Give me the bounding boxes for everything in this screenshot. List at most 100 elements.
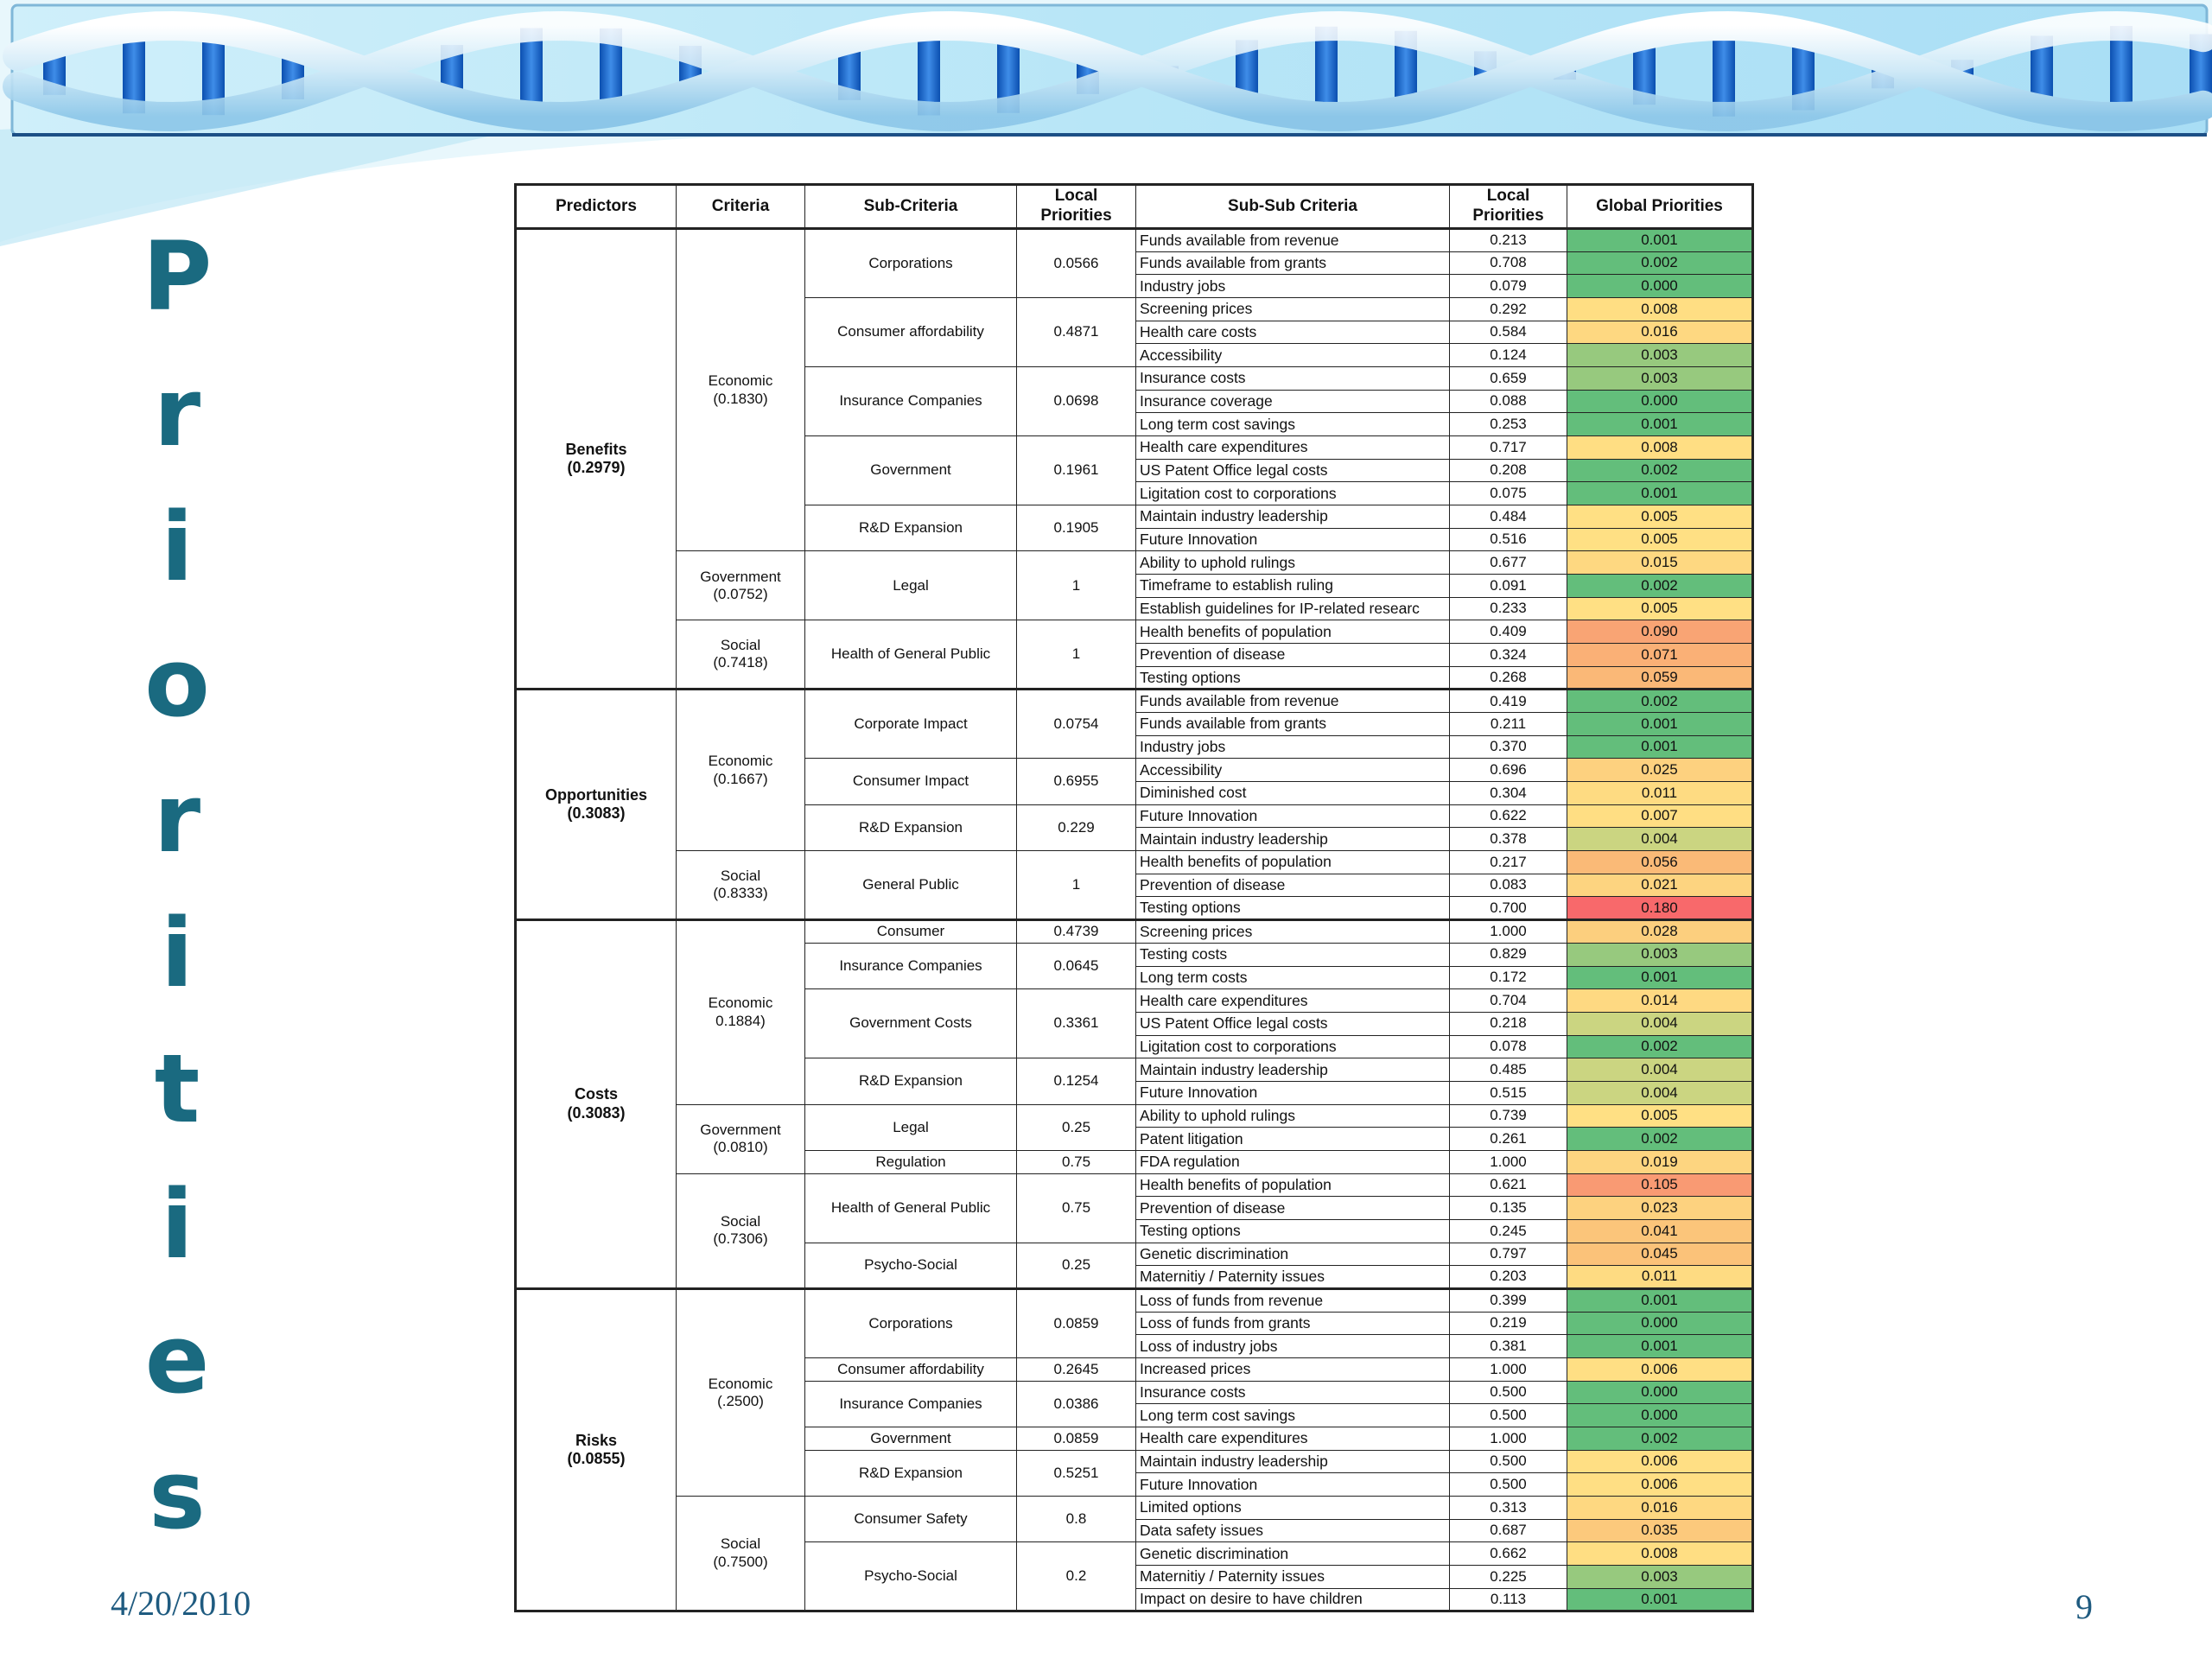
sub-sub-local-priority: 0.079 <box>1449 274 1567 299</box>
sub-sub-criteria-cell: Testing options <box>1135 896 1450 921</box>
sub-sub-criteria-cell: Maternitiy / Paternity issues <box>1135 1265 1450 1289</box>
global-priority-cell: 0.003 <box>1567 366 1753 391</box>
sub-criteria-cell: Government <box>804 1426 1017 1451</box>
sub-sub-local-priority: 0.078 <box>1449 1034 1567 1059</box>
sub-sub-criteria-cell: Long term costs <box>1135 965 1450 990</box>
sub-sub-criteria-cell: Ability to uphold rulings <box>1135 550 1450 575</box>
sub-criteria-local-priority: 0.8 <box>1016 1495 1136 1543</box>
sub-sub-criteria-cell: Timeframe to establish ruling <box>1135 574 1450 598</box>
header-local-priorities-2: Local Priorities <box>1449 184 1567 230</box>
table-row: Long term costs 0.172 0.001 <box>516 965 1753 990</box>
title-letter: t <box>154 1033 200 1144</box>
global-priority-cell: 0.001 <box>1567 1334 1753 1358</box>
global-priority-cell: 0.016 <box>1567 320 1753 345</box>
predictor-cell: Opportunities (0.3083) <box>515 689 677 921</box>
global-priority-cell: 0.006 <box>1567 1472 1753 1497</box>
title-letter: e <box>144 1304 210 1415</box>
header-predictors: Predictors <box>515 184 677 230</box>
sub-sub-local-priority: 0.218 <box>1449 1011 1567 1036</box>
table-row: Maternitiy / Paternity issues 0.225 0.003 <box>516 1564 1753 1589</box>
global-priority-cell: 0.019 <box>1567 1149 1753 1174</box>
sub-sub-local-priority: 0.088 <box>1449 389 1567 414</box>
criteria-cell: Social (0.7418) <box>676 620 805 690</box>
sub-criteria-local-priority: 0.2645 <box>1016 1357 1136 1382</box>
helix-rung <box>918 27 940 116</box>
helix-rung <box>1315 26 1338 117</box>
sub-sub-local-priority: 0.304 <box>1449 781 1567 805</box>
title-letter: s <box>149 1439 206 1550</box>
sub-criteria-cell: Consumer affordability <box>804 1357 1017 1382</box>
global-priority-cell: 0.005 <box>1567 527 1753 552</box>
global-priority-cell: 0.001 <box>1567 965 1753 990</box>
sub-criteria-local-priority: 0.0754 <box>1016 689 1136 760</box>
global-priority-cell: 0.002 <box>1567 251 1753 276</box>
table-row: Prevention of disease 0.083 0.021 <box>516 873 1753 898</box>
sub-sub-local-priority: 1.000 <box>1449 1426 1567 1451</box>
sub-sub-criteria-cell: Funds available from revenue <box>1135 228 1450 252</box>
criteria-cell: Government (0.0752) <box>676 550 805 621</box>
sub-sub-local-priority: 0.484 <box>1449 505 1567 529</box>
header-criteria: Criteria <box>676 184 805 230</box>
sub-sub-criteria-cell: US Patent Office legal costs <box>1135 458 1450 483</box>
sub-criteria-cell: Insurance Companies <box>804 1380 1017 1427</box>
sub-sub-criteria-cell: Maintain industry leadership <box>1135 505 1450 529</box>
table-row: R&D Expansion 0.1905 Maintain industry lea… <box>516 505 1753 552</box>
sub-criteria-local-priority: 0.0386 <box>1016 1380 1136 1427</box>
sub-sub-criteria-cell: Patent litigation <box>1135 1127 1450 1151</box>
sub-sub-criteria-cell: Future Innovation <box>1135 1080 1450 1105</box>
sub-criteria-cell: Health of General Public <box>804 620 1017 690</box>
sub-criteria-local-priority: 1 <box>1016 850 1136 921</box>
sub-sub-criteria-cell: US Patent Office legal costs <box>1135 1011 1450 1036</box>
sub-criteria-cell: Legal <box>804 1103 1017 1151</box>
global-priority-cell: 0.001 <box>1567 1587 1753 1612</box>
sub-sub-criteria-cell: Insurance costs <box>1135 366 1450 391</box>
sub-sub-criteria-cell: Prevention of disease <box>1135 873 1450 898</box>
table-row: Prevention of disease 0.324 0.071 <box>516 643 1753 667</box>
table-row: Opportunities (0.3083) Economic (0.1667) Cor… <box>515 689 1753 921</box>
title-letter: i <box>161 492 194 603</box>
sub-sub-criteria-cell: Health care expenditures <box>1135 435 1450 460</box>
title-letter: o <box>144 626 210 738</box>
global-priority-cell: 0.090 <box>1567 620 1753 645</box>
global-priority-cell: 0.003 <box>1567 942 1753 967</box>
table-row: Government 0.0859 Health care expenditures… <box>516 1426 1753 1451</box>
header-sub-criteria: Sub-Criteria <box>804 184 1017 230</box>
global-priority-cell: 0.001 <box>1567 412 1753 437</box>
sub-sub-local-priority: 0.399 <box>1449 1287 1567 1313</box>
global-priority-cell: 0.001 <box>1567 712 1753 736</box>
sub-criteria-local-priority: 0.25 <box>1016 1242 1136 1289</box>
helix-rung <box>2110 26 2133 117</box>
criteria-cell: Social (0.8333) <box>676 850 805 921</box>
predictor-weight: (0.0855) <box>567 1450 626 1468</box>
table-row: Insurance Companies 0.0645 Testing costs 0.… <box>516 942 1753 990</box>
sub-sub-criteria-cell: Data safety issues <box>1135 1518 1450 1543</box>
table-row: Funds available from grants 0.708 0.002 <box>516 251 1753 276</box>
sub-sub-criteria-cell: Testing options <box>1135 1218 1450 1243</box>
global-priority-cell: 0.001 <box>1567 481 1753 506</box>
sub-sub-criteria-cell: Testing costs <box>1135 942 1450 967</box>
table-header-row: Predictors Criteria Sub-Criteria Local P… <box>515 184 1753 230</box>
table-row: Impact on desire to have children 0.113 0.… <box>516 1587 1753 1612</box>
sub-sub-criteria-cell: Health care expenditures <box>1135 988 1450 1013</box>
criteria-cell: Economic (0.1830) <box>676 227 805 552</box>
sub-sub-local-priority: 1.000 <box>1449 919 1567 944</box>
title-letter: i <box>161 1168 194 1280</box>
table-row: Testing options 0.245 0.041 <box>516 1218 1753 1243</box>
criteria-name: Economic <box>708 1375 773 1392</box>
global-priority-cell: 0.045 <box>1567 1242 1753 1267</box>
table-row: Government (0.0752) Legal 1 Ability to uphol… <box>516 550 1753 621</box>
global-priority-cell: 0.005 <box>1567 1103 1753 1128</box>
criteria-name: Social <box>720 637 761 654</box>
sub-sub-local-priority: 0.219 <box>1449 1311 1567 1336</box>
sub-criteria-cell: Consumer <box>804 919 1017 944</box>
sub-sub-criteria-cell: Testing options <box>1135 665 1450 690</box>
table-row: Benefits (0.2979) Economic (0.1830) Corporat… <box>515 227 1753 690</box>
criteria-weight: (0.8333) <box>713 885 768 902</box>
sub-sub-criteria-cell: Long term cost savings <box>1135 1403 1450 1427</box>
sub-sub-local-priority: 0.253 <box>1449 412 1567 437</box>
sub-sub-criteria-cell: Health care expenditures <box>1135 1426 1450 1451</box>
table-row: US Patent Office legal costs 0.218 0.004 <box>516 1011 1753 1036</box>
predictor-weight: (0.3083) <box>567 804 626 823</box>
sub-criteria-local-priority: 1 <box>1016 620 1136 690</box>
sub-sub-local-priority: 0.662 <box>1449 1541 1567 1566</box>
